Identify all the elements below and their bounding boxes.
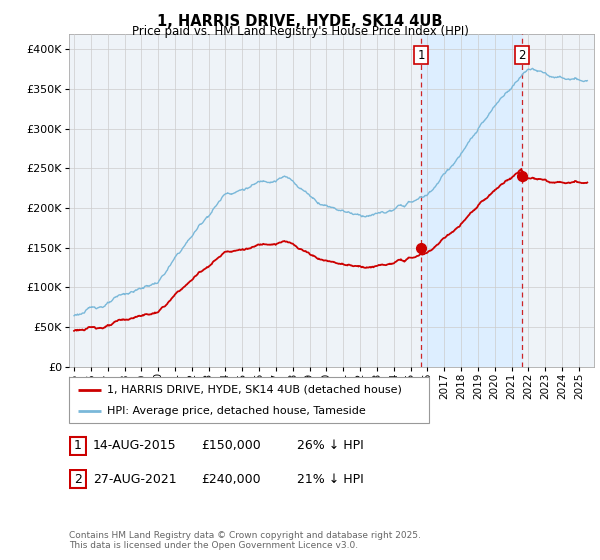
Bar — [421, 34, 522, 367]
Text: 14-AUG-2015: 14-AUG-2015 — [93, 439, 176, 452]
Text: Price paid vs. HM Land Registry's House Price Index (HPI): Price paid vs. HM Land Registry's House … — [131, 25, 469, 38]
Text: 26% ↓ HPI: 26% ↓ HPI — [297, 439, 364, 452]
FancyBboxPatch shape — [70, 437, 86, 455]
FancyBboxPatch shape — [70, 470, 86, 488]
Text: 2: 2 — [518, 49, 526, 62]
Text: HPI: Average price, detached house, Tameside: HPI: Average price, detached house, Tame… — [107, 407, 365, 416]
Text: 1, HARRIS DRIVE, HYDE, SK14 4UB: 1, HARRIS DRIVE, HYDE, SK14 4UB — [157, 14, 443, 29]
Text: Contains HM Land Registry data © Crown copyright and database right 2025.
This d: Contains HM Land Registry data © Crown c… — [69, 531, 421, 550]
Text: 1, HARRIS DRIVE, HYDE, SK14 4UB (detached house): 1, HARRIS DRIVE, HYDE, SK14 4UB (detache… — [107, 385, 401, 395]
Text: £150,000: £150,000 — [201, 439, 261, 452]
Text: 1: 1 — [74, 439, 82, 452]
Text: 2: 2 — [74, 473, 82, 486]
Text: 21% ↓ HPI: 21% ↓ HPI — [297, 473, 364, 486]
Text: £240,000: £240,000 — [201, 473, 260, 486]
FancyBboxPatch shape — [69, 377, 429, 423]
Text: 1: 1 — [418, 49, 425, 62]
Text: 27-AUG-2021: 27-AUG-2021 — [93, 473, 176, 486]
